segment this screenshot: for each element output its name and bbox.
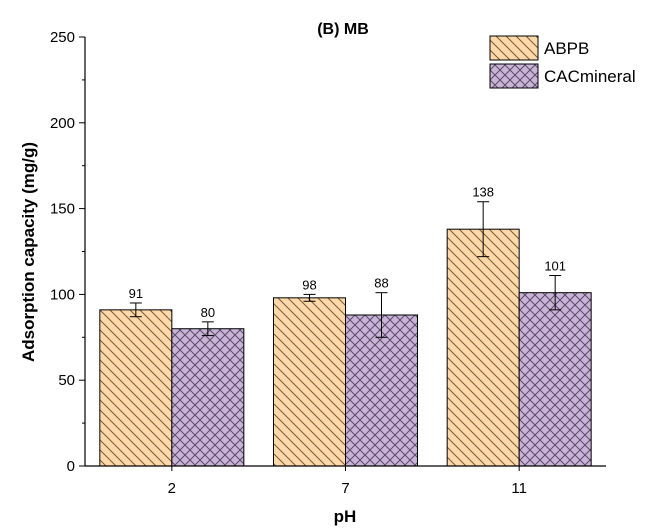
- x-tick-label: 2: [168, 480, 176, 497]
- data-label-CACmineral-7: 88: [374, 276, 388, 291]
- legend-label-CACmineral: CACmineral: [544, 67, 636, 86]
- y-axis-title: Adsorption capacity (mg/g): [19, 142, 38, 362]
- legend-swatch-CACmineral: [489, 63, 539, 89]
- data-label-CACmineral-11: 101: [544, 259, 566, 274]
- bar-ABPB-11: [446, 228, 520, 467]
- data-label-ABPB-11: 138: [472, 185, 494, 200]
- y-tick-label: 250: [50, 29, 75, 46]
- bar-CACmineral-2: [171, 328, 245, 467]
- error-bars-group: [129, 201, 562, 338]
- data-labels-group: 91 80 98 88 138 101: [129, 185, 566, 320]
- x-tick-label: 7: [341, 480, 349, 497]
- bar-CACmineral-11: [518, 292, 592, 467]
- x-tick-label: 11: [511, 480, 527, 497]
- data-label-ABPB-2: 91: [129, 286, 143, 301]
- y-tick-label: 100: [50, 286, 75, 303]
- chart-title: (B) MB: [317, 21, 369, 38]
- x-axis-title: pH: [334, 507, 357, 526]
- bar-ABPB-2: [99, 309, 173, 467]
- bar-ABPB-7: [273, 297, 346, 467]
- y-ticks-group: 0 50 100 150 200 250: [50, 29, 85, 475]
- legend-label-ABPB: ABPB: [544, 39, 589, 58]
- y-tick-label: 0: [67, 458, 75, 475]
- data-label-CACmineral-2: 80: [201, 305, 215, 320]
- bars-group: [99, 228, 592, 467]
- data-label-ABPB-7: 98: [302, 277, 316, 292]
- legend-swatch-ABPB: [489, 35, 539, 61]
- bar-CACmineral-7: [345, 314, 418, 467]
- legend: ABPB CACmineral: [489, 35, 636, 89]
- y-tick-label: 200: [50, 115, 75, 132]
- y-tick-label: 150: [50, 201, 75, 218]
- x-ticks-group: 2 7 11: [168, 466, 527, 497]
- y-tick-label: 50: [58, 372, 75, 389]
